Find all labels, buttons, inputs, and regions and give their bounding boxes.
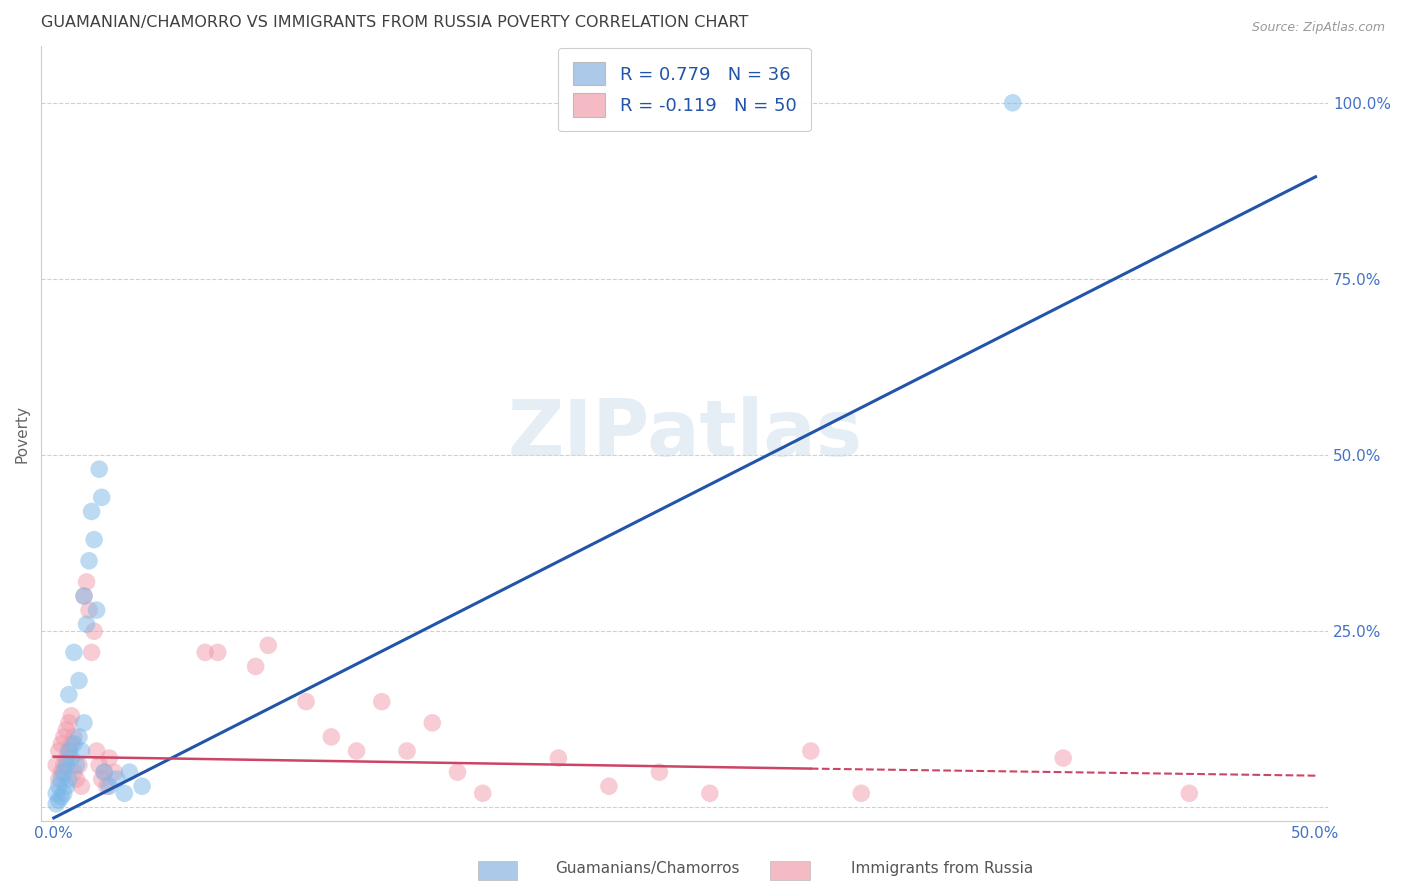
Text: Source: ZipAtlas.com: Source: ZipAtlas.com — [1251, 21, 1385, 34]
Point — [86, 744, 108, 758]
Point — [699, 786, 721, 800]
Point — [86, 603, 108, 617]
Point — [77, 603, 100, 617]
Point — [48, 779, 70, 793]
Point — [63, 737, 86, 751]
Point — [52, 786, 75, 800]
Point — [55, 779, 77, 793]
Point — [80, 645, 103, 659]
Point — [105, 772, 128, 787]
Point — [60, 708, 83, 723]
Legend: R = 0.779   N = 36, R = -0.119   N = 50: R = 0.779 N = 36, R = -0.119 N = 50 — [558, 48, 811, 131]
Point — [851, 786, 873, 800]
Point — [63, 645, 86, 659]
Point — [52, 758, 75, 772]
Point — [395, 744, 418, 758]
Point — [65, 772, 87, 787]
Point — [103, 765, 125, 780]
Point — [471, 786, 494, 800]
Point — [55, 758, 77, 772]
Point — [67, 758, 90, 772]
Point — [73, 589, 96, 603]
Point — [51, 765, 73, 780]
Point — [598, 779, 620, 793]
Point — [58, 744, 80, 758]
Point — [83, 624, 105, 639]
Point — [547, 751, 569, 765]
Point — [89, 758, 111, 772]
Point — [73, 715, 96, 730]
Point — [90, 772, 112, 787]
Point — [89, 462, 111, 476]
Point — [51, 789, 73, 804]
Point — [648, 765, 671, 780]
Point — [112, 786, 135, 800]
Point — [96, 779, 118, 793]
Point — [295, 695, 318, 709]
Point — [51, 737, 73, 751]
Point — [80, 504, 103, 518]
Point — [77, 554, 100, 568]
Point — [321, 730, 343, 744]
Point — [70, 779, 93, 793]
Point — [48, 793, 70, 807]
Point — [800, 744, 823, 758]
Point — [207, 645, 229, 659]
Point — [70, 744, 93, 758]
Point — [58, 715, 80, 730]
Point — [93, 765, 115, 780]
Point — [98, 779, 121, 793]
Point — [48, 772, 70, 787]
Point — [51, 772, 73, 787]
Point — [98, 751, 121, 765]
Point — [76, 617, 98, 632]
Point — [446, 765, 468, 780]
Point — [65, 758, 87, 772]
Point — [73, 589, 96, 603]
Point — [67, 730, 90, 744]
Point — [58, 772, 80, 787]
Point — [371, 695, 394, 709]
Point — [45, 758, 67, 772]
Text: GUAMANIAN/CHAMORRO VS IMMIGRANTS FROM RUSSIA POVERTY CORRELATION CHART: GUAMANIAN/CHAMORRO VS IMMIGRANTS FROM RU… — [41, 15, 748, 30]
Point — [60, 737, 83, 751]
Point — [58, 688, 80, 702]
Point — [58, 744, 80, 758]
Point — [90, 491, 112, 505]
Point — [93, 765, 115, 780]
Point — [83, 533, 105, 547]
Point — [131, 779, 153, 793]
Point — [257, 638, 280, 652]
Point — [60, 751, 83, 765]
Point — [1001, 95, 1024, 110]
Point — [346, 744, 368, 758]
Point — [55, 723, 77, 737]
Point — [63, 765, 86, 780]
Point — [45, 797, 67, 811]
Point — [245, 659, 267, 673]
Point — [420, 715, 443, 730]
Point — [63, 730, 86, 744]
Text: Immigrants from Russia: Immigrants from Russia — [851, 861, 1033, 876]
Point — [76, 574, 98, 589]
Point — [194, 645, 217, 659]
Text: ZIPatlas: ZIPatlas — [508, 396, 862, 472]
Point — [67, 673, 90, 688]
Point — [52, 730, 75, 744]
Y-axis label: Poverty: Poverty — [15, 405, 30, 463]
Point — [1052, 751, 1074, 765]
Point — [48, 744, 70, 758]
Point — [118, 765, 141, 780]
Point — [52, 765, 75, 780]
Point — [1178, 786, 1201, 800]
Point — [45, 786, 67, 800]
Point — [55, 751, 77, 765]
Text: Guamanians/Chamorros: Guamanians/Chamorros — [555, 861, 740, 876]
